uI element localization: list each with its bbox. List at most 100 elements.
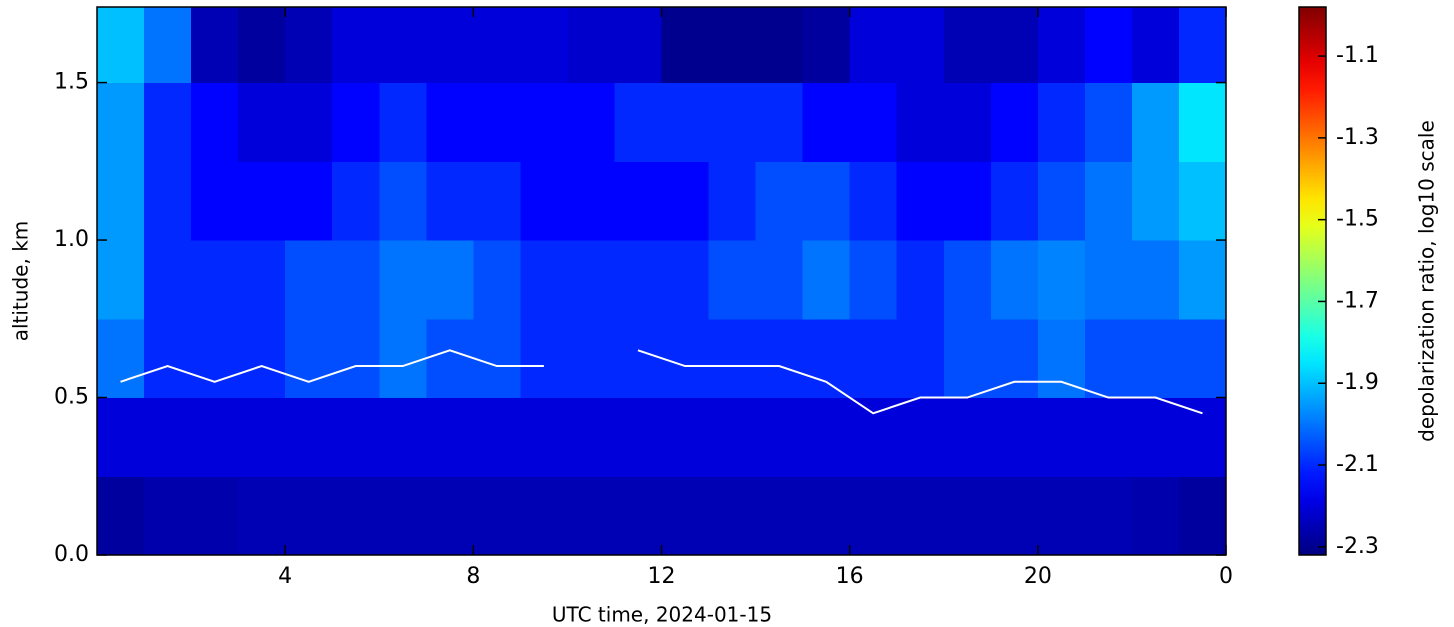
heatmap-cell [896,240,945,320]
heatmap-cell [520,397,568,477]
y-tick-label: 1.0 [54,227,89,252]
heatmap-cell [1178,397,1227,477]
heatmap-cell [896,7,945,84]
heatmap-cell [614,476,662,556]
heatmap-cell [614,397,662,477]
heatmap-cell [520,82,568,162]
heatmap-cell [1131,318,1180,399]
colorbar-tick-label: -2.3 [1336,534,1379,559]
colorbar-tick-label: -2.1 [1336,452,1379,477]
layer-line [120,349,1203,415]
heatmap-cell [896,161,945,241]
x-tick-label: 16 [836,564,864,589]
heatmap-cell [896,476,945,556]
heatmap-cell [520,161,568,241]
heatmap-cell [97,476,145,556]
heatmap-cell [238,318,286,399]
heatmap-cell [661,7,710,84]
heatmap-cell [802,82,851,162]
heatmap-cell [1131,240,1180,320]
heatmap-cell [943,7,992,84]
heatmap-cell [990,240,1039,320]
heatmap-cell [285,82,333,162]
heatmap-cell [1131,476,1180,556]
heatmap-cell [1037,7,1086,84]
heatmap-cell [473,318,521,399]
heatmap-cell [144,82,192,162]
heatmap-cell [802,318,851,399]
heatmap-cell [1084,82,1133,162]
heatmap-cell [661,397,710,477]
heatmap-cell [473,397,521,477]
heatmap-cell [1178,82,1227,162]
heatmap-cell [520,7,568,84]
heatmap-cell [191,397,239,477]
heatmap-cell [755,82,804,162]
heatmap-cell [285,476,333,556]
heatmap-cell [1084,161,1133,241]
heatmap-cell [1084,476,1133,556]
heatmap-cell [1178,476,1227,556]
heatmap-cell [285,318,333,399]
y-tick-label: 0.0 [54,542,89,567]
heatmap-cell [661,161,710,241]
colorbar [1298,6,1327,556]
x-tick-label: 4 [278,564,292,589]
heatmap-cell [849,318,898,399]
heatmap-cell [1037,161,1086,241]
heatmap-cell [332,397,380,477]
heatmap-cell [144,7,192,84]
heatmap-cell [1037,397,1086,477]
heatmap-cell [1084,397,1133,477]
heatmap-cell [97,240,145,320]
heatmap-cell [1178,318,1227,399]
heatmap-cell [144,161,192,241]
x-tick-label: 20 [1024,564,1052,589]
heatmap-cell [1131,7,1180,84]
heatmap-cell [1178,7,1227,84]
heatmap-cell [285,161,333,241]
heatmap-cell [97,7,145,84]
heatmap-cell [238,161,286,241]
heatmap-cell [990,397,1039,477]
heatmap-cell [990,318,1039,399]
heatmap-cell [426,161,474,241]
heatmap-cell [614,240,662,320]
heatmap-cell [144,240,192,320]
heatmap-cell [332,240,380,320]
heatmap-cell [708,476,757,556]
heatmap-cell [285,240,333,320]
heatmap-cell [896,397,945,477]
heatmap-cell [97,397,145,477]
heatmap-cell [520,318,568,399]
heatmap [97,7,1227,556]
colorbar-label: depolarization ratio, log10 scale [1415,120,1439,442]
heatmap-cell [473,161,521,241]
heatmap-cell [97,82,145,162]
heatmap-cell [1084,318,1133,399]
heatmap-cell [473,7,521,84]
heatmap-cell [567,476,615,556]
heatmap-cell [943,397,992,477]
heatmap-cell [708,240,757,320]
heatmap-cell [755,476,804,556]
heatmap-cell [238,240,286,320]
y-tick-label: 0.5 [54,385,89,410]
y-axis-label: altitude, km [9,221,33,342]
heatmap-cell [1037,476,1086,556]
colorbar-tick-label: -1.3 [1336,125,1379,150]
heatmap-cell [990,82,1039,162]
y-tick-label: 1.5 [54,70,89,95]
heatmap-cell [520,476,568,556]
heatmap-cell [144,318,192,399]
heatmap-cell [97,161,145,241]
heatmap-cell [379,161,427,241]
heatmap-cell [191,161,239,241]
heatmap-cell [1131,397,1180,477]
x-tick-label: 8 [466,564,480,589]
heatmap-cell [567,7,615,84]
heatmap-cell [1037,82,1086,162]
heatmap-cell [379,82,427,162]
heatmap-cell [990,7,1039,84]
